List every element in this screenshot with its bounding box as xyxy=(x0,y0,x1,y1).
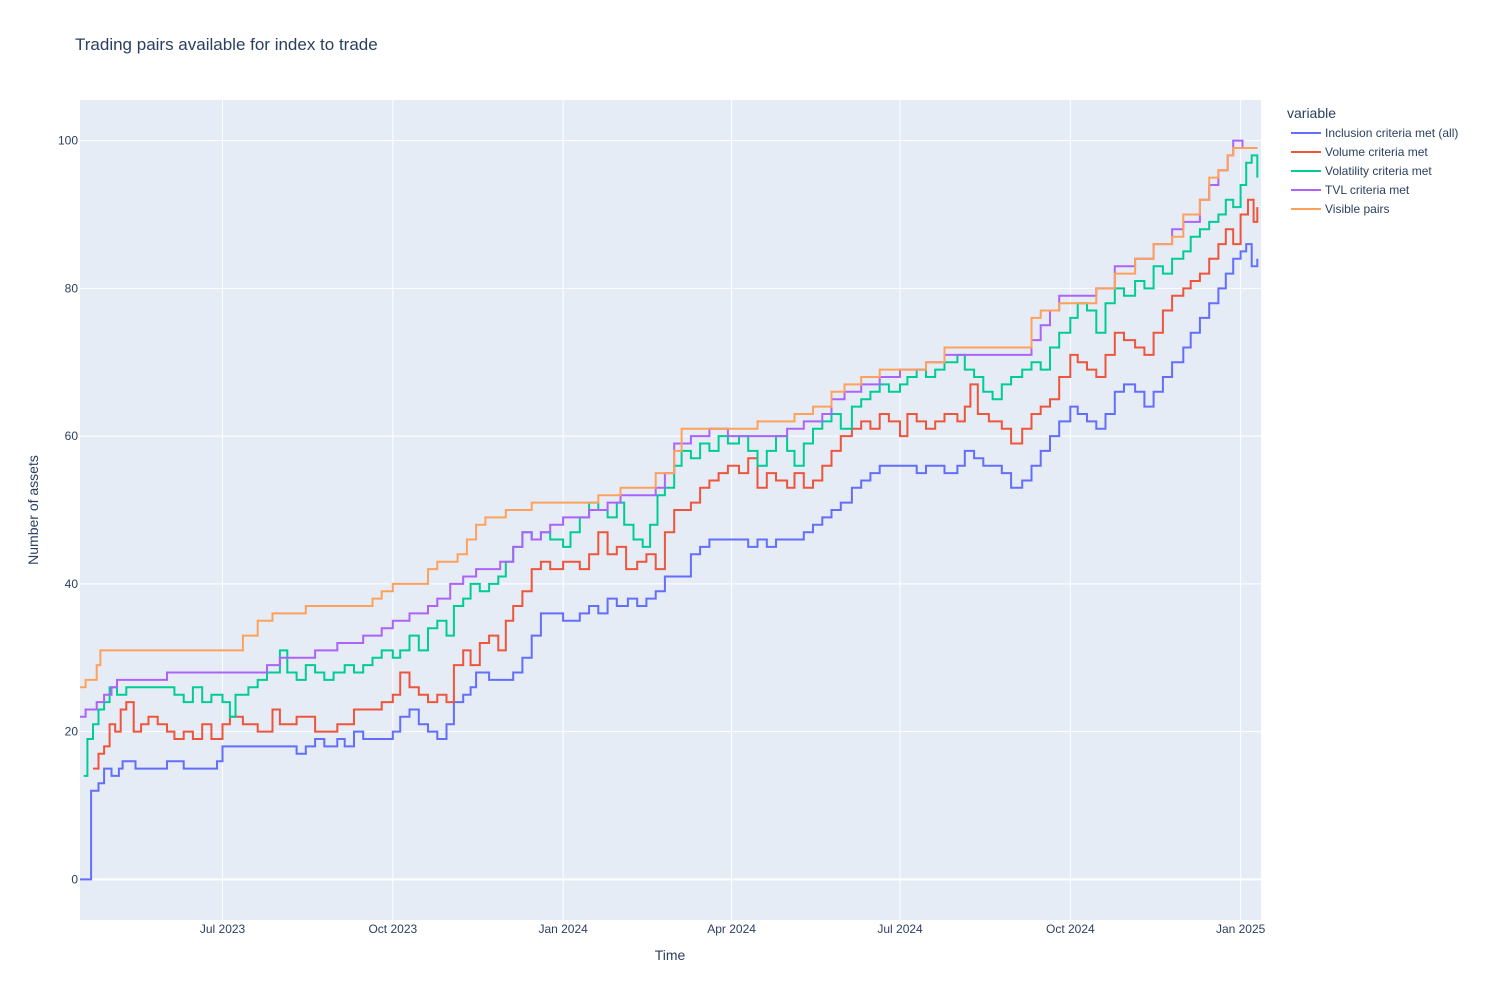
y-tick-label: 100 xyxy=(58,134,78,148)
legend-label: Visible pairs xyxy=(1325,202,1389,216)
y-tick-label: 0 xyxy=(71,872,78,886)
gridlines xyxy=(80,100,1261,920)
legend-label: Inclusion criteria met (all) xyxy=(1325,126,1458,140)
series-line-1 xyxy=(93,198,1259,770)
chart-title: Trading pairs available for index to tra… xyxy=(75,35,378,54)
y-tick-label: 20 xyxy=(65,725,79,739)
x-tick-label: Jan 2024 xyxy=(538,922,588,936)
series-line-0 xyxy=(80,243,1259,881)
legend-title: variable xyxy=(1287,105,1336,121)
y-tick-label: 80 xyxy=(65,281,79,295)
legend-label: Volatility criteria met xyxy=(1325,164,1432,178)
x-axis-title: Time xyxy=(655,947,686,963)
legend-label: Volume criteria met xyxy=(1325,145,1428,159)
series-lines xyxy=(80,139,1259,881)
x-tick-label: Apr 2024 xyxy=(707,922,756,936)
x-axis-ticks: Jul 2023 Oct 2023 Jan 2024 Apr 2024 Jul 2024… xyxy=(200,922,1266,936)
plot-area xyxy=(80,100,1261,920)
y-tick-label: 40 xyxy=(65,577,79,591)
x-tick-label: Jul 2023 xyxy=(200,922,246,936)
legend: variable Inclusion criteria met (all) Vol… xyxy=(1287,105,1458,216)
x-tick-label: Jan 2025 xyxy=(1216,922,1266,936)
y-axis-ticks: 0 20 40 60 80 100 xyxy=(58,134,78,887)
legend-label: TVL criteria met xyxy=(1325,183,1410,197)
y-tick-label: 60 xyxy=(65,429,79,443)
x-tick-label: Jul 2024 xyxy=(877,922,923,936)
series-line-4 xyxy=(80,147,1258,689)
x-tick-label: Oct 2023 xyxy=(368,922,417,936)
y-axis-title: Number of assets xyxy=(25,455,41,565)
x-tick-label: Oct 2024 xyxy=(1046,922,1095,936)
